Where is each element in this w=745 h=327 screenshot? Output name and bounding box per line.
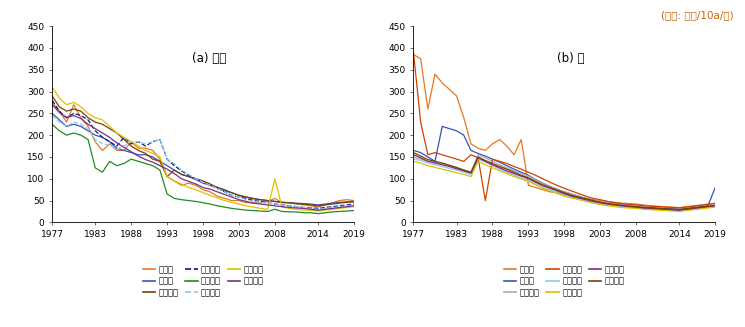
Text: (b) 배: (b) 배 (557, 52, 584, 65)
Legend: 강원도, 경기도, 경상남도, 경상북도, 전라남도, 전라북도, 충청남도, 충청북도: 강원도, 경기도, 경상남도, 경상북도, 전라남도, 전라북도, 충청남도, … (139, 262, 267, 301)
Text: (단위: 시간/10a/연): (단위: 시간/10a/연) (662, 10, 734, 20)
Text: (a) 사과: (a) 사과 (192, 52, 226, 65)
Legend: 강원도, 경기도, 경상남도, 경상북도, 전라남도, 전라북도, 충청남도, 충청북도: 강원도, 경기도, 경상남도, 경상북도, 전라남도, 전라북도, 충청남도, … (501, 262, 628, 301)
